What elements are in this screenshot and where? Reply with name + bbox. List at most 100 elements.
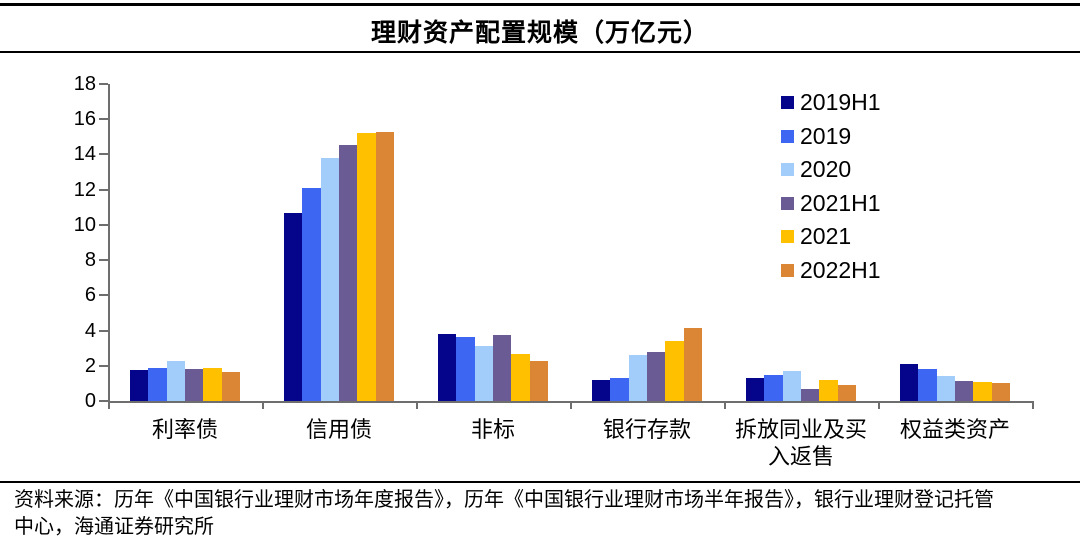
legend-item-2019H1: 2019H1 bbox=[781, 86, 881, 120]
y-axis-tick bbox=[99, 188, 108, 191]
bar-2022H1 bbox=[221, 371, 241, 401]
bar-2021 bbox=[357, 133, 376, 401]
bar-2021H1 bbox=[339, 144, 358, 401]
bar-2020 bbox=[782, 371, 801, 401]
legend-label: 2021 bbox=[800, 223, 852, 250]
bar-2021H1 bbox=[801, 388, 820, 401]
bar-2019 bbox=[610, 378, 629, 401]
category-label: 非标 bbox=[470, 417, 515, 442]
category-label: 权益类资产 bbox=[899, 417, 1010, 442]
bar-2020 bbox=[628, 355, 647, 401]
bar-2021 bbox=[203, 367, 222, 401]
category-label: 拆放同业及买 入返售 bbox=[734, 417, 867, 469]
y-axis-tick-label: 12 bbox=[73, 178, 96, 201]
bar-2021H1 bbox=[185, 369, 204, 401]
legend-label: 2020 bbox=[800, 156, 852, 183]
chart-title: 理财资产配置规模（万亿元） bbox=[370, 20, 709, 47]
bar-2019 bbox=[764, 374, 783, 401]
legend-item-2021: 2021 bbox=[781, 220, 881, 254]
y-axis-tick-label: 2 bbox=[84, 354, 96, 377]
source-note: 资料来源：历年《中国银行业理财市场年度报告》，历年《中国银行业理财市场半年报告》… bbox=[14, 487, 1069, 541]
bar-group-非标 bbox=[416, 84, 570, 401]
bar-2021H1 bbox=[647, 351, 666, 401]
y-axis-tick bbox=[99, 294, 108, 297]
category-label: 信用债 bbox=[305, 417, 372, 442]
y-axis-tick bbox=[99, 364, 108, 367]
bar-group-权益类资产 bbox=[878, 84, 1032, 401]
y-axis-tick bbox=[99, 259, 108, 262]
bar-2022H1 bbox=[375, 131, 395, 401]
title-divider-line bbox=[0, 51, 1080, 53]
y-axis-tick bbox=[99, 400, 108, 402]
y-axis-tick-label: 4 bbox=[84, 319, 96, 342]
y-axis-tick bbox=[99, 329, 108, 332]
y-axis-tick bbox=[99, 153, 108, 156]
top-border-line bbox=[0, 3, 1080, 6]
legend-color-swatch bbox=[781, 230, 794, 244]
x-axis-tick bbox=[570, 401, 572, 409]
bar-group-信用债 bbox=[262, 84, 416, 401]
bar-2020 bbox=[474, 345, 493, 401]
legend-color-swatch bbox=[781, 196, 794, 210]
bar-2021 bbox=[973, 381, 992, 401]
bar-group-拆放同业及买入返售 bbox=[724, 84, 878, 401]
category-label: 银行存款 bbox=[602, 417, 691, 442]
bar-2019H1 bbox=[129, 370, 149, 401]
footer-divider-line bbox=[0, 481, 1080, 483]
bar-2022H1 bbox=[837, 385, 857, 401]
bar-2019H1 bbox=[745, 378, 765, 401]
legend-label: 2022H1 bbox=[800, 256, 881, 283]
bar-2019 bbox=[456, 336, 475, 401]
bar-2022H1 bbox=[683, 327, 703, 401]
legend-color-swatch bbox=[781, 263, 794, 277]
bar-2019H1 bbox=[899, 364, 919, 401]
y-axis-tick bbox=[99, 223, 108, 226]
bar-2021H1 bbox=[955, 380, 974, 401]
source-note-line-1: 资料来源：历年《中国银行业理财市场年度报告》，历年《中国银行业理财市场半年报告》… bbox=[14, 489, 994, 511]
x-axis-tick bbox=[416, 401, 418, 409]
legend-label: 2021H1 bbox=[800, 189, 881, 216]
bar-2020 bbox=[936, 376, 955, 401]
legend-color-swatch bbox=[781, 163, 794, 177]
bar-2022H1 bbox=[991, 382, 1011, 401]
bar-2019 bbox=[302, 187, 321, 401]
chart-legend: 2019H1 2019 2020 2021H1 2021 2022H1 bbox=[781, 86, 881, 287]
bar-group-利率债 bbox=[108, 84, 262, 401]
x-axis-tick bbox=[262, 401, 264, 409]
x-axis-tick bbox=[1032, 401, 1034, 409]
bar-2021 bbox=[819, 379, 838, 401]
legend-item-2022H1: 2022H1 bbox=[781, 254, 881, 288]
bar-2020 bbox=[166, 361, 185, 401]
y-axis-tick-label: 18 bbox=[73, 73, 96, 95]
legend-item-2020: 2020 bbox=[781, 153, 881, 187]
bar-chart: 2019H1 2019 2020 2021H1 2021 2022H1 0 2 4 6 8 10 12… bbox=[0, 60, 1080, 478]
legend-item-2019: 2019 bbox=[781, 120, 881, 154]
y-axis-tick-label: 10 bbox=[73, 213, 96, 236]
y-axis-tick bbox=[99, 83, 108, 85]
source-note-line-2: 中心，海通证券研究所 bbox=[14, 516, 214, 538]
bar-2022H1 bbox=[529, 361, 549, 401]
bar-2021 bbox=[511, 354, 530, 401]
y-axis-tick-label: 16 bbox=[73, 108, 96, 131]
y-axis-tick-label: 6 bbox=[84, 284, 96, 307]
y-axis-line bbox=[108, 84, 110, 402]
y-axis-tick-label: 14 bbox=[73, 143, 96, 166]
legend-color-swatch bbox=[781, 129, 794, 143]
bar-2021 bbox=[665, 341, 684, 401]
bar-2020 bbox=[320, 157, 339, 401]
legend-color-swatch bbox=[781, 96, 794, 110]
bar-2021H1 bbox=[493, 334, 512, 401]
x-axis-tick bbox=[878, 401, 880, 409]
category-label: 利率债 bbox=[151, 417, 218, 442]
bar-2019 bbox=[148, 367, 167, 401]
y-axis-tick-label: 8 bbox=[84, 249, 96, 272]
bar-2019 bbox=[918, 369, 937, 401]
legend-label: 2019 bbox=[800, 122, 852, 149]
legend-label: 2019H1 bbox=[800, 89, 881, 116]
y-axis-tick-label: 0 bbox=[84, 390, 96, 412]
y-axis-tick bbox=[99, 118, 108, 121]
bar-2019H1 bbox=[283, 212, 303, 401]
x-axis-tick bbox=[108, 401, 110, 409]
bar-group-银行存款 bbox=[570, 84, 724, 401]
